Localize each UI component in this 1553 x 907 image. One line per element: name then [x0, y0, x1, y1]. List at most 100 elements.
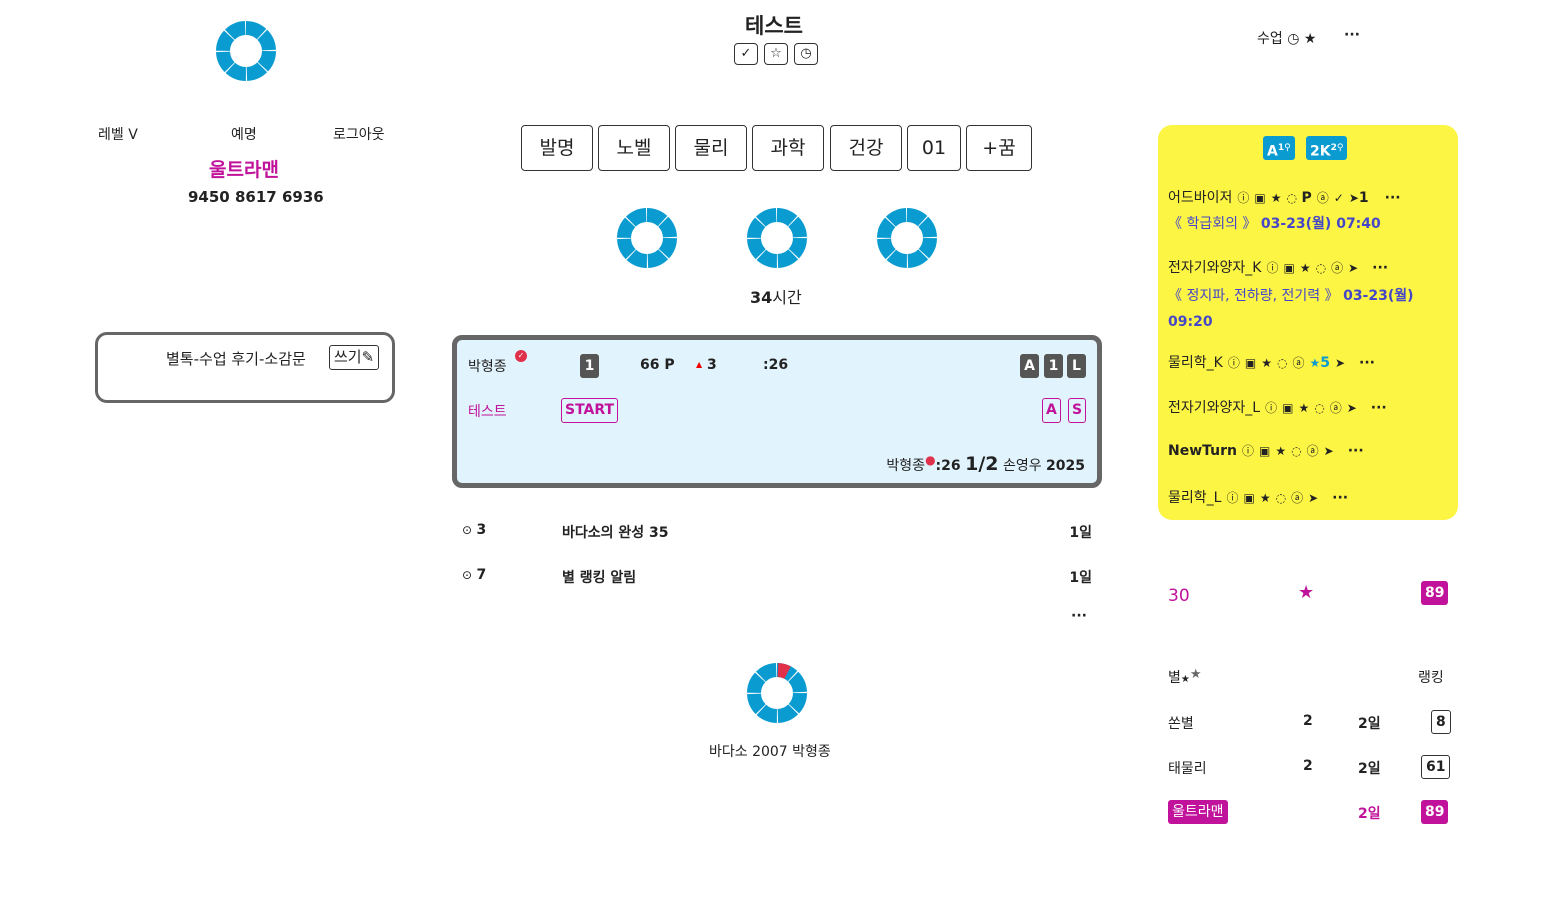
category-dream[interactable]: +꿈 — [966, 125, 1032, 171]
info-icon[interactable]: ⓘ — [1266, 261, 1279, 275]
book-icon[interactable]: ▣ — [1283, 261, 1295, 275]
send-icon[interactable]: ➤ — [1323, 444, 1334, 458]
more-icon[interactable]: ··· — [1359, 355, 1375, 371]
category-science[interactable]: 과학 — [752, 125, 824, 171]
card-title[interactable]: 테스트 — [468, 404, 507, 420]
user-icon[interactable]: ⓐ — [1291, 491, 1304, 505]
book-icon[interactable]: ▣ — [1254, 191, 1266, 205]
star-icon[interactable]: ★ — [1259, 491, 1271, 505]
course-item[interactable]: NewTurn ⓘ ▣ ★ ◌ ⓐ ➤ ··· — [1168, 442, 1364, 459]
ranking-name[interactable]: 쏜별 — [1168, 716, 1194, 732]
chat-icon[interactable]: ◌ — [1275, 491, 1287, 505]
user-name: 울트라맨 — [209, 159, 279, 181]
course-item[interactable]: 전자기와양자_L ⓘ ▣ ★ ◌ ⓐ ➤ ··· — [1168, 397, 1387, 417]
ring-icon[interactable] — [745, 206, 809, 270]
start-button[interactable]: START — [561, 398, 619, 423]
list-item[interactable]: ⊙ 7 별 랭킹 알림 1일 — [462, 567, 1092, 586]
search-icon: ⚲ — [1284, 143, 1291, 153]
category-health[interactable]: 건강 — [830, 125, 902, 171]
footer-time: :26 — [935, 458, 961, 474]
info-icon[interactable]: ⓘ — [1242, 444, 1255, 458]
send-icon[interactable]: ➤ — [1346, 401, 1357, 415]
chat-icon[interactable]: ◌ — [1276, 356, 1288, 370]
user-icon[interactable]: ⓐ — [1292, 356, 1305, 370]
ranking-header-stars: 별★★ — [1168, 667, 1202, 687]
card-footer: 박형종●:26 1/2 손영우 2025 — [886, 453, 1085, 475]
more-icon[interactable]: ··· — [1332, 490, 1349, 506]
play-circle-icon: ⊙ — [462, 523, 473, 537]
course-item[interactable]: 물리학_L ⓘ ▣ ★ ◌ ⓐ ➤ ··· — [1168, 487, 1348, 507]
info-icon[interactable]: ⓘ — [1227, 356, 1240, 370]
check-icon[interactable]: ✓ — [734, 43, 758, 65]
chat-icon[interactable]: ◌ — [1291, 444, 1302, 458]
ranking-header: 랭킹 — [1418, 670, 1444, 686]
chat-icon[interactable]: ◌ — [1315, 261, 1327, 275]
ranking-count: 2 — [1303, 758, 1313, 774]
category-nobel[interactable]: 노벨 — [598, 125, 670, 171]
book-icon[interactable]: ▣ — [1244, 356, 1257, 370]
ranking-name-self[interactable]: 울트라맨 — [1168, 800, 1228, 824]
tag-s[interactable]: S — [1068, 398, 1087, 423]
send-icon[interactable]: ➤ — [1308, 491, 1319, 505]
ranking-name[interactable]: 태물리 — [1168, 761, 1207, 777]
ring-icon[interactable] — [875, 206, 939, 270]
blue-star-icon: ★ — [1309, 356, 1321, 370]
book-icon[interactable]: ▣ — [1243, 491, 1255, 505]
user-icon[interactable]: ⓐ — [1306, 444, 1319, 458]
tab-2k[interactable]: 2K2⚲ — [1306, 136, 1348, 160]
verified-icon: ✓ — [515, 350, 527, 362]
category-invention[interactable]: 발명 — [521, 125, 593, 171]
star-icon[interactable]: ★ — [1275, 444, 1287, 458]
course-name: 물리학_L — [1168, 490, 1222, 506]
more-icon[interactable]: ··· — [1347, 443, 1364, 459]
item-age: 1일 — [1069, 525, 1092, 541]
book-icon[interactable]: ▣ — [1259, 444, 1271, 458]
star-count: 5 — [1320, 355, 1330, 371]
level-label: 레벨 V — [98, 127, 138, 143]
user-icon[interactable]: ⓐ — [1316, 191, 1329, 205]
info-icon[interactable]: ⓘ — [1237, 191, 1250, 205]
star-icon[interactable]: ★ — [1299, 261, 1311, 275]
tag-a[interactable]: A — [1042, 398, 1061, 423]
time: 09:20 — [1168, 314, 1213, 330]
tab-a[interactable]: A1⚲ — [1263, 136, 1295, 160]
star-icon[interactable]: ★ — [1270, 191, 1282, 205]
category-physics[interactable]: 물리 — [675, 125, 747, 171]
send-icon[interactable]: ➤ — [1348, 191, 1359, 205]
book-icon[interactable]: ▣ — [1282, 401, 1294, 415]
course-item[interactable]: 전자기와양자_K ⓘ ▣ ★ ◌ ⓐ ➤ ··· — [1168, 257, 1388, 277]
course-schedule: 《 정지파, 전하량, 전기력 》 03-23(월) 09:20 — [1168, 283, 1453, 335]
list-item[interactable]: ⊙ 3 바다소의 완성 35 1일 — [462, 522, 1092, 541]
user-icon[interactable]: ⓐ — [1331, 261, 1344, 275]
chat-icon[interactable]: ◌ — [1314, 401, 1325, 415]
user-icon[interactable]: ⓐ — [1329, 401, 1342, 415]
star-outline-icon[interactable]: ☆ — [764, 43, 788, 65]
more-icon[interactable]: ··· — [1372, 260, 1389, 276]
ring-icon[interactable] — [615, 206, 679, 270]
send-icon[interactable]: ➤ — [1348, 261, 1359, 275]
chat-icon[interactable]: ◌ — [1286, 191, 1298, 205]
honor-link[interactable]: 예명 — [231, 127, 257, 143]
up-arrow-icon: ▲ — [696, 360, 703, 369]
logo-ring-icon — [214, 19, 278, 83]
info-icon[interactable]: ⓘ — [1226, 491, 1239, 505]
check-circle-icon[interactable]: ✓ — [1333, 191, 1344, 205]
course-item[interactable]: 물리학_K ⓘ ▣ ★ ◌ ⓐ ★5 ➤ ··· — [1168, 352, 1375, 372]
item-num: 3 — [476, 522, 487, 538]
category-01[interactable]: 01 — [907, 125, 961, 171]
send-icon[interactable]: ➤ — [1334, 356, 1346, 370]
list-more-button[interactable]: ··· — [1071, 608, 1087, 624]
write-button[interactable]: 쓰기✎ — [329, 345, 380, 370]
star-icon[interactable]: ★ — [1261, 356, 1272, 370]
magenta-star-icon[interactable]: ★ — [1298, 582, 1315, 603]
lesson-card[interactable]: 박형종 ✓ 1 66 P ▲ 3 :26 A 1 L 테스트 START A S… — [452, 335, 1102, 488]
logout-link[interactable]: 로그아웃 — [333, 127, 385, 143]
more-icon[interactable]: ··· — [1370, 400, 1387, 416]
more-icon[interactable]: ··· — [1384, 190, 1401, 206]
info-icon[interactable]: ⓘ — [1265, 401, 1278, 415]
star-icon[interactable]: ★ — [1298, 401, 1310, 415]
class-menu[interactable]: 수업 ◷ ★ — [1257, 28, 1316, 48]
more-button[interactable]: ··· — [1344, 27, 1360, 43]
clock-icon[interactable]: ◷ — [794, 43, 818, 65]
